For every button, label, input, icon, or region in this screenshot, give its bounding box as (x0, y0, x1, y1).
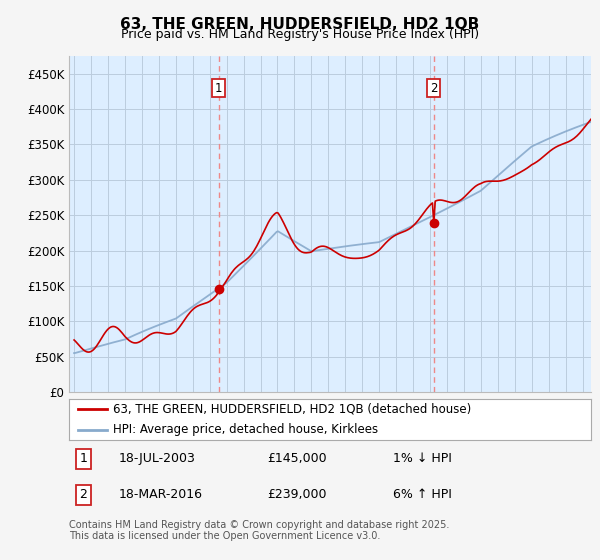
Text: 1% ↓ HPI: 1% ↓ HPI (392, 452, 452, 465)
Text: HPI: Average price, detached house, Kirklees: HPI: Average price, detached house, Kirk… (113, 423, 379, 436)
Text: 63, THE GREEN, HUDDERSFIELD, HD2 1QB: 63, THE GREEN, HUDDERSFIELD, HD2 1QB (121, 17, 479, 32)
Text: £239,000: £239,000 (268, 488, 327, 501)
Text: 1: 1 (215, 82, 223, 95)
Text: Price paid vs. HM Land Registry's House Price Index (HPI): Price paid vs. HM Land Registry's House … (121, 28, 479, 41)
Text: Contains HM Land Registry data © Crown copyright and database right 2025.
This d: Contains HM Land Registry data © Crown c… (69, 520, 449, 542)
Text: £145,000: £145,000 (268, 452, 327, 465)
Text: 2: 2 (79, 488, 88, 501)
Text: 2: 2 (430, 82, 437, 95)
Text: 18-MAR-2016: 18-MAR-2016 (119, 488, 203, 501)
Text: 1: 1 (79, 452, 88, 465)
Text: 18-JUL-2003: 18-JUL-2003 (119, 452, 196, 465)
Text: 6% ↑ HPI: 6% ↑ HPI (392, 488, 452, 501)
Text: 63, THE GREEN, HUDDERSFIELD, HD2 1QB (detached house): 63, THE GREEN, HUDDERSFIELD, HD2 1QB (de… (113, 403, 472, 416)
